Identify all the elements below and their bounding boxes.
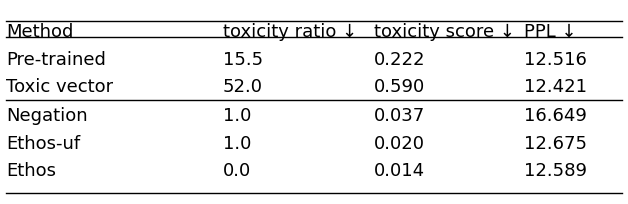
Text: Ethos-uf: Ethos-uf — [6, 135, 80, 153]
Text: 12.675: 12.675 — [524, 135, 587, 153]
Text: Ethos: Ethos — [6, 162, 57, 180]
Text: Negation: Negation — [6, 107, 88, 125]
Text: 52.0: 52.0 — [223, 78, 263, 96]
Text: 0.590: 0.590 — [374, 78, 425, 96]
Text: Toxic vector: Toxic vector — [6, 78, 114, 96]
Text: 0.0: 0.0 — [223, 162, 251, 180]
Text: Method: Method — [6, 23, 73, 41]
Text: 12.421: 12.421 — [524, 78, 587, 96]
Text: 1.0: 1.0 — [223, 135, 251, 153]
Text: 0.020: 0.020 — [374, 135, 425, 153]
Text: toxicity ratio ↓: toxicity ratio ↓ — [223, 23, 357, 41]
Text: 0.037: 0.037 — [374, 107, 425, 125]
Text: 0.222: 0.222 — [374, 51, 425, 69]
Text: PPL ↓: PPL ↓ — [524, 23, 577, 41]
Text: 15.5: 15.5 — [223, 51, 263, 69]
Text: 0.014: 0.014 — [374, 162, 425, 180]
Text: toxicity score ↓: toxicity score ↓ — [374, 23, 515, 41]
Text: 12.516: 12.516 — [524, 51, 587, 69]
Text: 16.649: 16.649 — [524, 107, 587, 125]
Text: Pre-trained: Pre-trained — [6, 51, 106, 69]
Text: 1.0: 1.0 — [223, 107, 251, 125]
Text: 12.589: 12.589 — [524, 162, 587, 180]
